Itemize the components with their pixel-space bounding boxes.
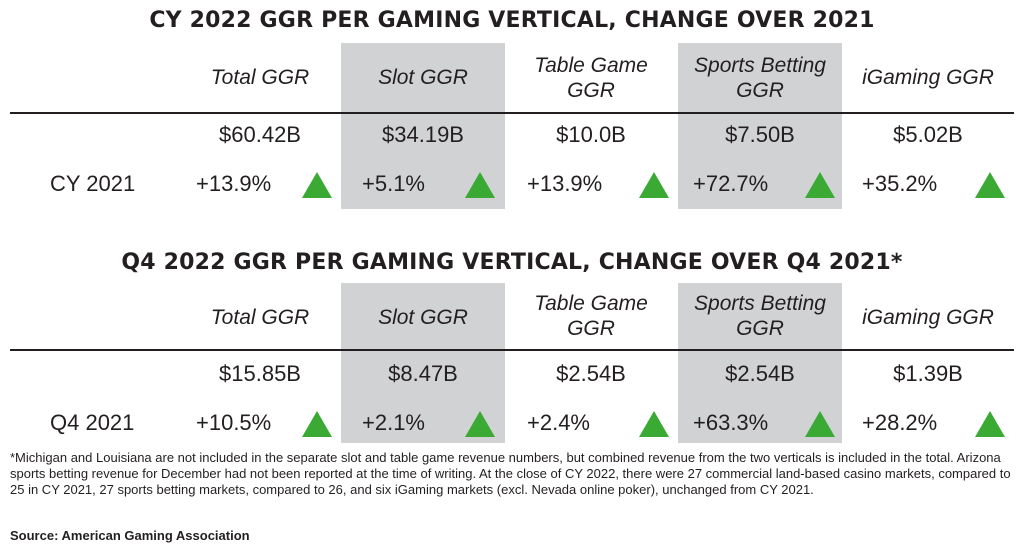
- value-cell: $7.50B: [725, 122, 795, 147]
- change-cell: +2.4%: [527, 410, 590, 435]
- up-arrow-icon: [302, 172, 332, 198]
- up-arrow-icon: [975, 411, 1005, 437]
- value-cell: $15.85B: [219, 361, 301, 386]
- value-cell: $60.42B: [219, 122, 301, 147]
- column-header: Table Game GGR: [511, 291, 671, 341]
- column-header: Total GGR: [180, 65, 340, 90]
- change-cell: +2.1%: [362, 410, 425, 435]
- change-cell: +28.2%: [862, 410, 938, 435]
- column-header: iGaming GGR: [848, 305, 1008, 330]
- up-arrow-icon: [805, 411, 835, 437]
- change-cell: +72.7%: [693, 171, 769, 196]
- column-header-line1: iGaming GGR: [862, 66, 994, 89]
- column-header-line2: GGR: [567, 79, 615, 102]
- value-cell: $8.47B: [388, 361, 458, 386]
- section-title: CY 2022 GGR PER GAMING VERTICAL, CHANGE …: [149, 8, 875, 33]
- column-header-line2: GGR: [567, 317, 615, 340]
- up-arrow-icon: [465, 411, 495, 437]
- up-arrow-icon: [639, 172, 669, 198]
- up-arrow-icon: [975, 172, 1005, 198]
- column-header: Slot GGR: [343, 65, 503, 90]
- up-arrow-icon: [805, 172, 835, 198]
- column-header: iGaming GGR: [848, 65, 1008, 90]
- up-arrow-icon: [302, 411, 332, 437]
- value-cell: $34.19B: [382, 122, 464, 147]
- column-header-line1: iGaming GGR: [862, 306, 994, 329]
- column-header-line1: Slot GGR: [378, 306, 468, 329]
- change-cell: +5.1%: [362, 171, 425, 196]
- column-header-line1: Slot GGR: [378, 66, 468, 89]
- change-cell: +13.9%: [527, 171, 603, 196]
- value-cell: $1.39B: [893, 361, 963, 386]
- column-header-line2: GGR: [736, 317, 784, 340]
- change-cell: +63.3%: [693, 410, 769, 435]
- column-header: Table Game GGR: [511, 53, 671, 103]
- value-cell: $2.54B: [725, 361, 795, 386]
- value-cell: $5.02B: [893, 122, 963, 147]
- value-cell: $2.54B: [556, 361, 626, 386]
- change-cell: +35.2%: [862, 171, 938, 196]
- change-row-label: Q4 2021: [50, 410, 135, 435]
- column-header-line1: Table Game: [534, 292, 648, 315]
- up-arrow-icon: [639, 411, 669, 437]
- header-rule: [10, 349, 1014, 351]
- section-title: Q4 2022 GGR PER GAMING VERTICAL, CHANGE …: [121, 250, 903, 275]
- column-header: Total GGR: [180, 305, 340, 330]
- change-row-label: CY 2021: [50, 171, 136, 196]
- value-cell: $10.0B: [556, 122, 626, 147]
- column-header: Sports Betting GGR: [680, 53, 840, 103]
- source-credit: Source: American Gaming Association: [10, 528, 250, 543]
- footnote: *Michigan and Louisiana are not included…: [10, 450, 1011, 497]
- column-header-line1: Sports Betting: [694, 292, 826, 315]
- header-rule: [10, 112, 1014, 114]
- change-cell: +13.9%: [196, 171, 272, 196]
- up-arrow-icon: [465, 172, 495, 198]
- column-header: Sports Betting GGR: [680, 291, 840, 341]
- column-header-line1: Table Game: [534, 54, 648, 77]
- column-header-line1: Total GGR: [210, 66, 310, 89]
- column-header-line1: Sports Betting: [694, 54, 826, 77]
- column-header: Slot GGR: [343, 305, 503, 330]
- change-cell: +10.5%: [196, 410, 272, 435]
- column-header-line1: Total GGR: [210, 306, 310, 329]
- column-header-line2: GGR: [736, 79, 784, 102]
